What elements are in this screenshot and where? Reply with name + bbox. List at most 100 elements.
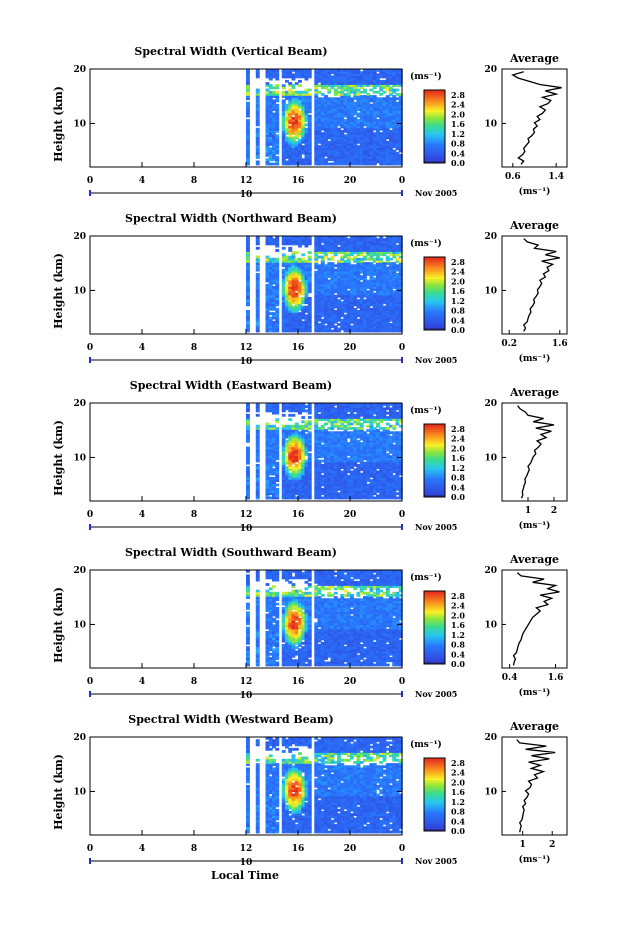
heatmap-cell [350, 310, 354, 313]
heatmap-cell [327, 270, 332, 274]
heatmap-cell [255, 490, 260, 493]
heatmap-cell [255, 116, 260, 120]
heatmap-cell [307, 310, 312, 313]
heatmap-cell [275, 270, 280, 274]
heatmap-cell [392, 270, 397, 274]
heatmap-cell [372, 110, 377, 114]
heatmap-cell [337, 485, 341, 489]
heatmap-cell [304, 435, 309, 439]
heatmap-cell [255, 275, 260, 278]
heatmap-cell [337, 121, 341, 125]
heatmap-cell [317, 114, 322, 118]
heatmap-cell [301, 320, 306, 324]
heatmap-cell [275, 297, 280, 300]
y-axis-label: Height (km) [52, 86, 65, 162]
heatmap-cell [272, 86, 276, 90]
heatmap-cell [298, 457, 302, 461]
heatmap-cell [314, 299, 319, 302]
heatmap-cell [314, 138, 319, 142]
heatmap-cell [369, 153, 374, 157]
heatmap-cell [376, 257, 380, 261]
heatmap-cell [314, 303, 319, 307]
heatmap-cell [350, 127, 354, 131]
heatmap-cell [294, 238, 299, 241]
heatmap-cell [255, 149, 260, 153]
heatmap-cell [272, 162, 276, 166]
heatmap-cell [327, 433, 332, 437]
heatmap-cell [288, 69, 293, 72]
heatmap-cell [363, 238, 367, 241]
heatmap-cell [369, 244, 374, 248]
heatmap-cell [246, 77, 250, 81]
heatmap-cell [333, 487, 338, 491]
heatmap-cell [343, 145, 348, 148]
heatmap-cell [275, 442, 280, 445]
heatmap-cell [389, 140, 393, 144]
heatmap-cell [366, 318, 371, 322]
heatmap-cell [327, 481, 332, 485]
heatmap-cell [265, 433, 270, 437]
heatmap-cell [350, 327, 354, 331]
heatmap-cell [337, 312, 341, 315]
heatmap-cell [353, 407, 358, 411]
heatmap-cell [385, 97, 390, 101]
heatmap-cell [298, 407, 302, 411]
heatmap-cell [330, 485, 335, 489]
heatmap-cell [272, 95, 276, 98]
heatmap-cell [343, 86, 348, 90]
heatmap-cell [343, 127, 348, 131]
heatmap-cell [346, 84, 351, 87]
heatmap-cell [337, 112, 341, 116]
colorbar-segment [424, 298, 445, 302]
heatmap-cell [376, 477, 380, 480]
heatmap-cell [337, 407, 341, 411]
heatmap-cell [372, 470, 377, 474]
heatmap-cell [307, 446, 312, 450]
colorbar-segment [424, 317, 445, 321]
heatmap-cell [272, 427, 276, 430]
heatmap-cell [379, 405, 384, 408]
heatmap-cell [324, 162, 328, 166]
heatmap-cell [317, 472, 322, 476]
heatmap-cell [395, 283, 400, 287]
heatmap-cell [398, 329, 403, 333]
heatmap-cell [385, 99, 390, 103]
heatmap-cell [291, 140, 296, 144]
colorbar-segment [424, 114, 445, 118]
heatmap-cell [265, 435, 270, 439]
heatmap-cell [317, 307, 322, 311]
heatmap-cell [366, 149, 371, 153]
heatmap-cell [372, 84, 377, 87]
heatmap-cell [337, 448, 341, 452]
heatmap-cell [327, 444, 332, 448]
heatmap-cell [324, 431, 328, 435]
heatmap-cell [369, 303, 374, 307]
heatmap-cell [372, 260, 377, 263]
heatmap-cell [324, 446, 328, 450]
heatmap-cell [359, 114, 364, 118]
heatmap-cell [246, 424, 250, 428]
heatmap-cell [265, 268, 270, 272]
heatmap-cell [350, 103, 354, 107]
heatmap-cell [307, 435, 312, 439]
heatmap-cell [298, 71, 302, 74]
heatmap-cell [382, 323, 387, 326]
heatmap-cell [398, 69, 403, 72]
heatmap-cell [291, 297, 296, 300]
heatmap-cell [382, 468, 387, 472]
heatmap-cell [333, 457, 338, 461]
heatmap-cell [288, 294, 293, 298]
heatmap-cell [363, 140, 367, 144]
heatmap-cell [285, 145, 289, 148]
heatmap-cell [353, 422, 358, 426]
heatmap-cell [382, 305, 387, 309]
heatmap-cell [285, 156, 289, 159]
heatmap-cell [385, 277, 390, 281]
heatmap-cell [317, 132, 322, 135]
heatmap-cell [372, 477, 377, 480]
heatmap-cell [324, 294, 328, 298]
heatmap-cell [333, 320, 338, 324]
colorbar-segment [424, 94, 445, 98]
heatmap-cell [275, 103, 280, 107]
heatmap-cell [359, 474, 364, 478]
